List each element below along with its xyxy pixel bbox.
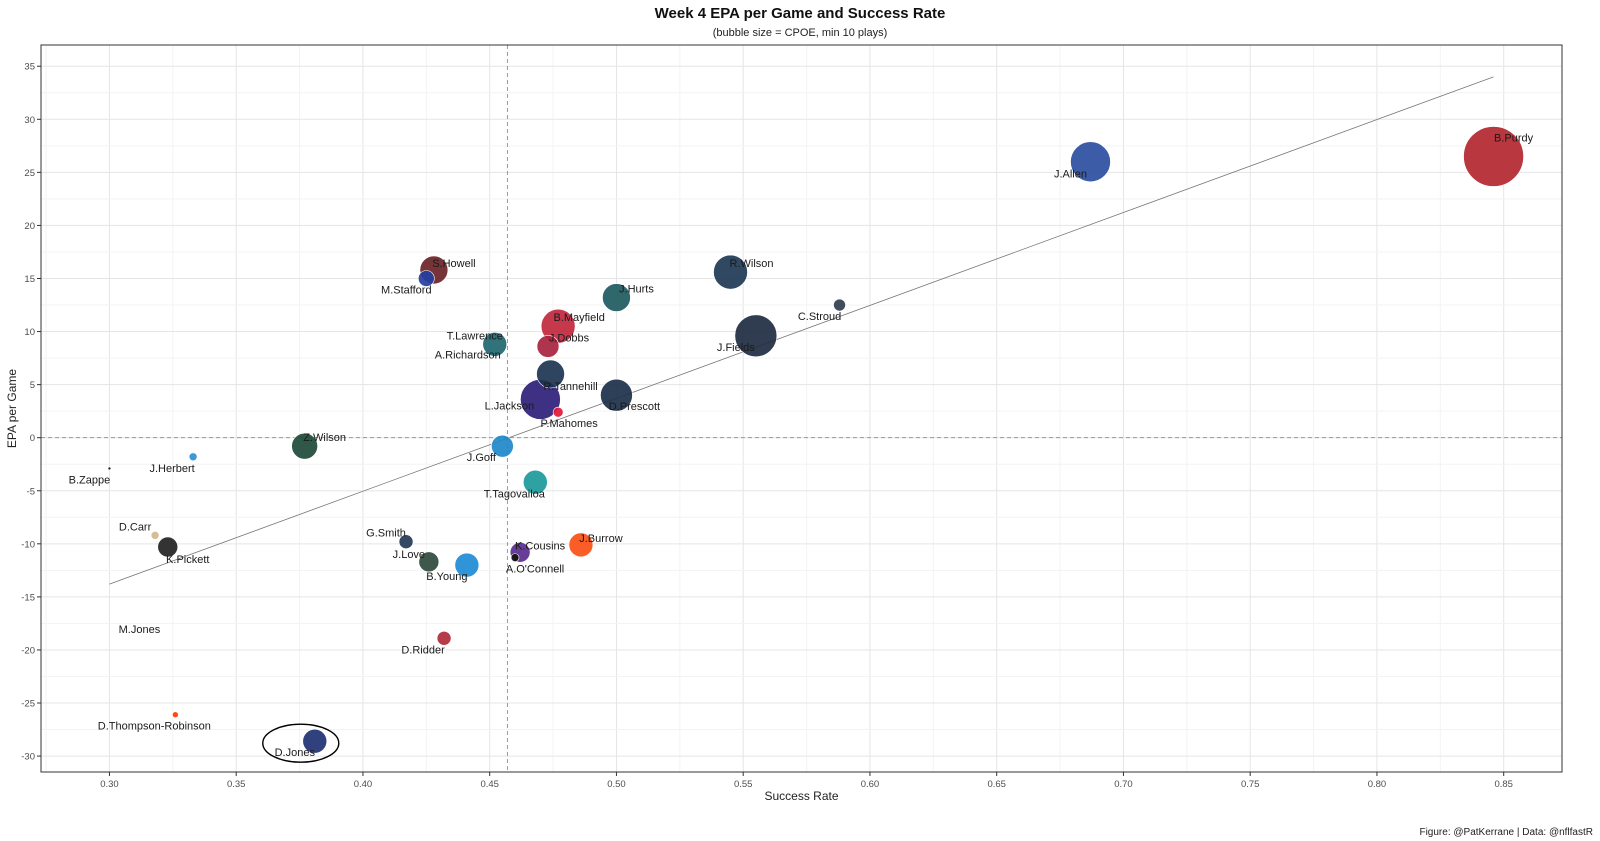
label-d-carr: D.Carr xyxy=(119,521,152,533)
label-a-o-connell: A.O'Connell xyxy=(506,564,564,576)
x-tick-label: 0.85 xyxy=(1494,779,1513,790)
y-tick-label: 30 xyxy=(24,115,35,126)
point-r-wilson xyxy=(713,254,748,290)
point-a-o-connell xyxy=(510,553,520,562)
x-tick-label: 0.40 xyxy=(354,779,373,790)
point-t-lawrence xyxy=(482,331,508,357)
point-j-herbert xyxy=(188,452,198,462)
x-tick-label: 0.80 xyxy=(1368,779,1387,790)
y-tick-label: 15 xyxy=(24,274,35,285)
label-p-mahomes: P.Mahomes xyxy=(540,418,598,430)
point-b-zappe xyxy=(107,466,112,471)
label-t-lawrence: T.Lawrence xyxy=(447,330,503,342)
label-b-zappe: B.Zappe xyxy=(69,474,111,486)
point-b-young xyxy=(454,552,480,578)
point-j-fields xyxy=(734,314,778,358)
chart-title: Week 4 EPA per Game and Success Rate xyxy=(654,5,946,22)
point-d-jones xyxy=(302,728,328,754)
label-a-richardson: A.Richardson xyxy=(435,349,501,361)
x-tick-label: 0.60 xyxy=(861,779,880,790)
trend-line xyxy=(109,76,1494,585)
point-j-dobbs xyxy=(536,335,560,358)
label-j-burrow: J.Burrow xyxy=(579,533,622,545)
point-g-smith xyxy=(398,534,414,549)
y-axis-title: EPA per Game xyxy=(5,369,19,448)
points xyxy=(107,126,1524,754)
label-b-mayfield: B.Mayfield xyxy=(553,312,604,324)
x-tick-label: 0.45 xyxy=(480,779,499,790)
x-tick-label: 0.55 xyxy=(734,779,753,790)
point-j-allen xyxy=(1070,141,1111,183)
y-tick-label: -5 xyxy=(27,486,35,497)
point-c-stroud xyxy=(833,298,846,312)
label-d-jones: D.Jones xyxy=(275,747,316,759)
point-j-hurts xyxy=(602,283,631,312)
label-s-howell: S.Howell xyxy=(432,258,475,270)
label-r-tannehill: R.Tannehill xyxy=(543,381,597,393)
point-labels: B.Purdy J.Allen R.Wilson C.Stroud J.Fields S.… xyxy=(69,132,1534,759)
point-d-carr xyxy=(150,531,160,540)
label-g-smith: G.Smith xyxy=(366,528,406,540)
label-t-tagovailoa: T.Tagovailoa xyxy=(484,488,546,500)
y-tick-label: -20 xyxy=(21,645,35,656)
point-p-mahomes xyxy=(552,406,564,418)
label-d-thompson-robinson: D.Thompson-Robinson xyxy=(98,721,211,733)
label-j-allen: J.Allen xyxy=(1054,169,1087,181)
label-l-jackson: L.Jackson xyxy=(485,400,535,412)
chart-caption: Figure: @PatKerrane | Data: @nflfastR xyxy=(1419,827,1593,838)
label-d-prescott: D.Prescott xyxy=(609,401,660,413)
plot-panel-border xyxy=(40,44,1563,773)
label-b-young: B.Young xyxy=(426,571,467,583)
y-tick-label: 0 xyxy=(30,433,35,444)
label-k-cousins: K.Cousins xyxy=(515,540,566,552)
x-tick-label: 0.70 xyxy=(1114,779,1133,790)
label-j-goff: J.Goff xyxy=(467,452,497,464)
y-tick-label: 10 xyxy=(24,327,35,338)
axis-ticks: 0.30 0.35 0.40 0.45 0.50 0.55 0.60 0.65 0.70 0.75… xyxy=(21,62,1513,790)
point-b-purdy xyxy=(1463,126,1524,187)
point-d-prescott xyxy=(600,378,633,412)
label-z-wilson: Z.Wilson xyxy=(303,432,346,444)
point-j-love xyxy=(418,551,440,573)
point-m-stafford xyxy=(418,270,435,287)
y-tick-label: 5 xyxy=(30,380,35,391)
label-j-love: J.Love xyxy=(393,549,425,561)
point-t-tagovailoa xyxy=(523,469,548,495)
label-b-purdy: B.Purdy xyxy=(1494,132,1534,144)
x-tick-label: 0.65 xyxy=(987,779,1006,790)
x-tick-label: 0.75 xyxy=(1241,779,1260,790)
label-j-fields: J.Fields xyxy=(717,342,755,354)
point-j-burrow xyxy=(568,532,594,558)
chart-subtitle: (bubble size = CPOE, min 10 plays) xyxy=(712,27,888,39)
y-tick-label: -25 xyxy=(21,699,35,710)
point-r-tannehill xyxy=(536,359,565,389)
label-j-herbert: J.Herbert xyxy=(149,463,194,475)
point-j-goff xyxy=(491,434,514,458)
label-m-jones: M.Jones xyxy=(119,624,161,636)
y-tick-label: 20 xyxy=(24,221,35,232)
x-tick-label: 0.50 xyxy=(607,779,626,790)
label-j-hurts: J.Hurts xyxy=(619,284,654,296)
x-tick-label: 0.35 xyxy=(227,779,246,790)
grid xyxy=(41,45,1562,772)
label-r-wilson: R.Wilson xyxy=(730,258,774,270)
point-k-pickett xyxy=(157,536,179,558)
x-tick-label: 0.30 xyxy=(100,779,119,790)
y-tick-label: -10 xyxy=(21,539,35,550)
y-tick-label: -30 xyxy=(21,752,35,763)
point-d-thompson-robinson xyxy=(172,711,179,718)
label-c-stroud: C.Stroud xyxy=(798,311,841,323)
y-tick-label: -15 xyxy=(21,592,35,603)
label-j-dobbs: J.Dobbs xyxy=(549,332,590,344)
label-m-stafford: M.Stafford xyxy=(381,284,432,296)
y-tick-label: 35 xyxy=(24,62,35,73)
point-d-ridder xyxy=(436,630,452,646)
label-k-pickett: K.Pickett xyxy=(166,554,209,566)
label-d-ridder: D.Ridder xyxy=(401,644,445,656)
d-jones-highlight-ellipse xyxy=(262,723,340,763)
point-z-wilson xyxy=(291,432,318,460)
x-axis-title: Success Rate xyxy=(764,789,838,803)
y-tick-label: 25 xyxy=(24,168,35,179)
